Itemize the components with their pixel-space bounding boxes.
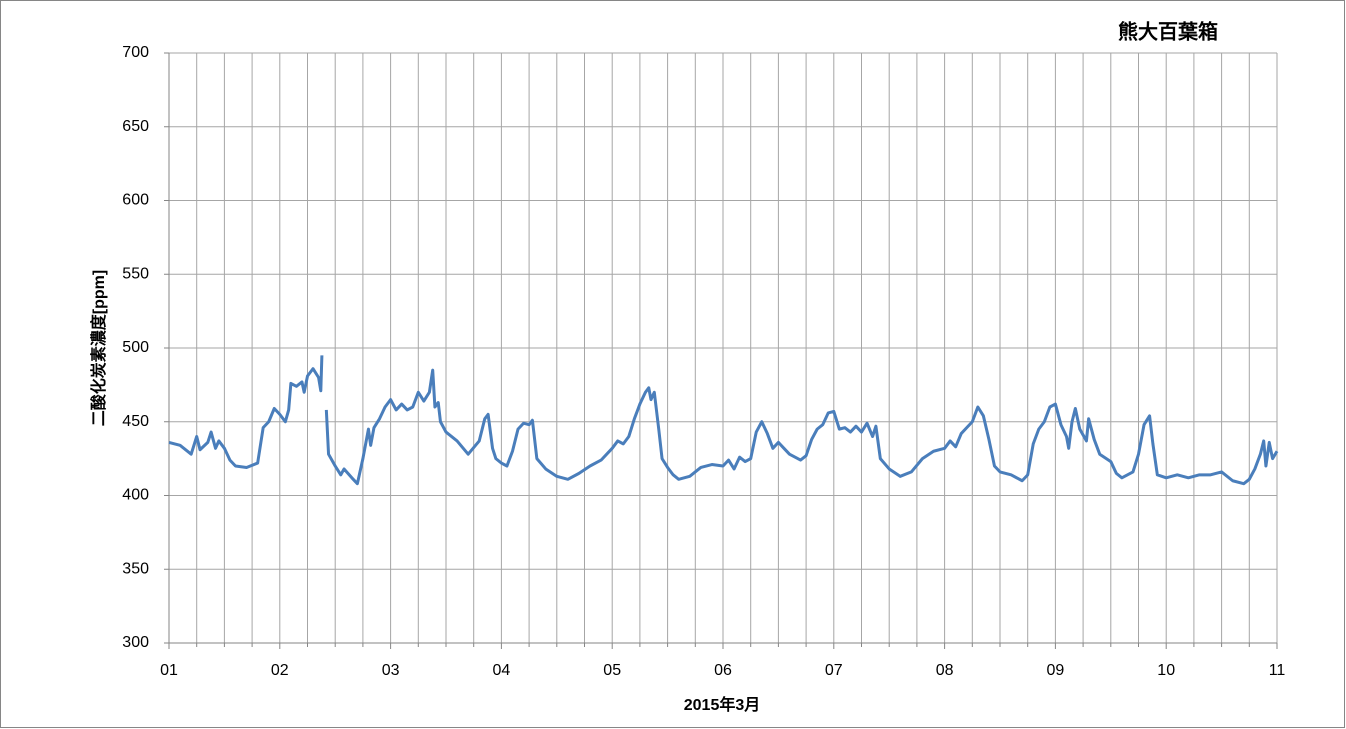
x-tick-label: 02	[271, 662, 289, 679]
x-tick-label: 05	[603, 662, 621, 679]
y-tick-label: 300	[122, 634, 149, 651]
x-tick-label: 04	[493, 662, 511, 679]
y-tick-label: 500	[122, 339, 149, 356]
y-tick-label: 550	[122, 265, 149, 282]
x-tick-label: 03	[382, 662, 400, 679]
y-tick-label: 350	[122, 560, 149, 577]
y-tick-label: 450	[122, 413, 149, 430]
y-axis-label: 二酸化炭素濃度[ppm]	[89, 270, 108, 426]
x-tick-label: 10	[1157, 662, 1175, 679]
y-tick-label: 600	[122, 192, 149, 209]
x-tick-label: 06	[714, 662, 732, 679]
x-tick-label: 11	[1269, 662, 1286, 679]
data-line	[168, 355, 1279, 486]
x-tick-label: 01	[160, 662, 178, 679]
chart-title: 熊大百葉箱	[1118, 19, 1218, 43]
y-tick-label: 400	[122, 487, 149, 504]
y-tick-label: 650	[122, 118, 149, 135]
x-tick-label: 07	[825, 662, 843, 679]
y-tick-label: 700	[122, 44, 149, 61]
x-tick-label: 08	[936, 662, 954, 679]
x-axis-label: 2015年3月	[684, 695, 761, 714]
x-tick-label: 09	[1047, 662, 1065, 679]
